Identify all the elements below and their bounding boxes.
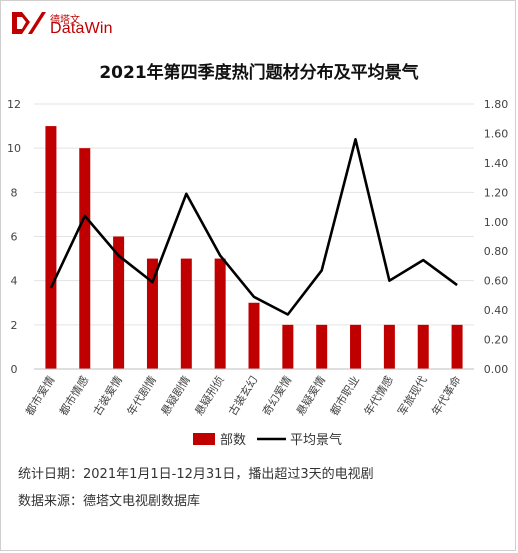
x-tick-label: 年代剧情 — [124, 373, 159, 418]
bar — [113, 236, 125, 369]
x-tick-label: 悬疑剧情 — [159, 374, 193, 418]
y-right-tick-label: 0.40 — [484, 304, 509, 317]
logo-mark-icon — [12, 12, 30, 34]
x-tick-label: 军旅现代 — [395, 373, 430, 418]
x-tick-label: 年代革命 — [428, 373, 463, 418]
y-left-tick-label: 12 — [7, 98, 21, 111]
bar-series — [45, 126, 463, 369]
y-right-tick-label: 1.20 — [484, 186, 509, 199]
legend-bar-label: 部数 — [220, 433, 246, 448]
x-tick-label: 都市情感 — [56, 373, 91, 418]
x-tick-label: 奇幻爱情 — [260, 374, 294, 418]
y-right-tick-label: 0.20 — [484, 334, 509, 347]
y-left-tick-label: 10 — [7, 142, 21, 155]
y-right-tick-label: 0.00 — [484, 363, 509, 376]
bar — [316, 324, 328, 369]
bar — [45, 126, 57, 369]
logo-mark-slash — [28, 12, 46, 34]
y-left-tick-label: 8 — [11, 186, 18, 199]
y-right-tick-label: 0.60 — [484, 275, 509, 288]
stat-date-note: 统计日期：2021年1月1日-12月31日，播出超过3天的电视剧 — [18, 467, 374, 482]
combo-chart: 0 2 4 6 8 10 12 0.00 0.20 0.40 0.60 0.80 1.00 1.20 1.4… — [7, 98, 509, 448]
datawin-logo — [12, 12, 46, 34]
y-right-tick-label: 1.40 — [484, 157, 509, 170]
x-tick-label: 悬疑爱情 — [294, 374, 328, 418]
avg-sentiment-line — [49, 137, 458, 316]
y-left-tick-label: 4 — [11, 275, 18, 288]
y-left-tick-label: 2 — [11, 319, 18, 332]
chart-title: 2021年第四季度热门题材分布及平均景气 — [99, 63, 419, 83]
y-left-tick-label: 0 — [11, 363, 18, 376]
legend-line-label: 平均景气 — [290, 432, 342, 448]
x-tick-label: 悬疑刑侦 — [192, 374, 226, 418]
bar — [417, 324, 429, 369]
bar — [350, 324, 362, 369]
logo-chinese-text: 德塔文 — [50, 15, 80, 26]
x-tick-label: 古装爱情 — [91, 374, 125, 418]
y-right-tick-label: 1.00 — [484, 216, 509, 229]
bar — [248, 302, 260, 369]
bar — [146, 258, 158, 369]
x-tick-label: 年代情感 — [361, 373, 396, 418]
bar — [282, 324, 294, 369]
bar — [79, 148, 91, 369]
legend-bar-swatch — [193, 433, 215, 445]
x-tick-label: 都市职业 — [327, 373, 362, 418]
bar — [180, 258, 192, 369]
data-source-note: 数据来源：德塔文电视剧数据库 — [18, 494, 201, 509]
bar — [383, 324, 395, 369]
bar — [451, 324, 463, 369]
y-right-tick-label: 0.80 — [484, 245, 509, 258]
bar — [214, 258, 226, 369]
line-series — [49, 137, 458, 316]
x-tick-label: 都市爱情 — [22, 373, 57, 418]
logo-english-text: DataWin — [50, 20, 113, 37]
y-left-tick-label: 6 — [11, 231, 18, 244]
y-right-tick-label: 1.80 — [484, 98, 509, 111]
y-right-tick-label: 1.60 — [484, 127, 509, 140]
legend: 部数 平均景气 — [193, 432, 342, 448]
x-tick-label: 古装玄幻 — [225, 373, 260, 418]
